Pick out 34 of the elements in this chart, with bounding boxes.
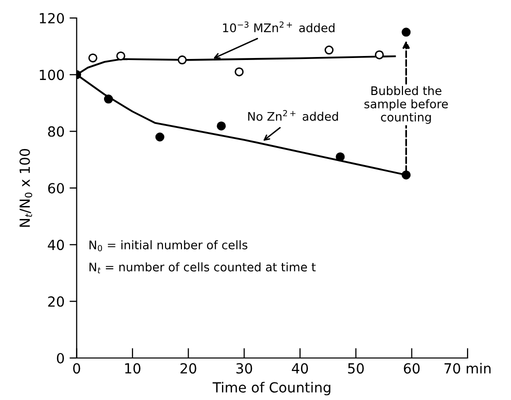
y-tick-label: 0: [56, 352, 64, 364]
x-tick-label: 20: [180, 363, 196, 374]
x-tick-label: 30: [236, 363, 252, 374]
point: [374, 50, 384, 60]
x-tick-label: 10: [125, 363, 140, 374]
annotation: 10$^{−3}$ MZn$^{2+}$ added: [223, 21, 334, 32]
point: [155, 132, 164, 142]
point: [116, 51, 126, 60]
point: [104, 94, 113, 104]
annotation: Bubbled the sample before counting: [364, 86, 448, 124]
y-tick-label: 20: [48, 296, 64, 307]
annotation: N$_{t}$ = number of cells counted at time t: [90, 262, 316, 274]
y-tick-label: 40: [48, 240, 64, 250]
y-tick-label: 60: [48, 182, 64, 194]
point: [216, 121, 226, 130]
y-tick-label: 120: [40, 12, 64, 24]
x-tick-label: 60: [404, 363, 420, 374]
point: [402, 170, 411, 180]
x-axis-title: Time of Counting: [212, 382, 330, 396]
point: [88, 53, 98, 62]
point: [402, 28, 411, 37]
y-tick-label: 100: [40, 70, 64, 80]
x-tick-label: 40: [292, 363, 308, 374]
annotation: No Zn$^{2+}$ added: [248, 110, 338, 121]
point: [324, 46, 334, 55]
x-tick-label: 70 min: [444, 362, 491, 374]
annotation: N$_{0}$ = initial number of cells: [90, 240, 248, 252]
point: [336, 152, 345, 162]
x-tick-label: 50: [348, 363, 364, 374]
point: [178, 55, 187, 64]
point: [234, 67, 244, 76]
y-axis-title: N$_{t}$/N$_{0}$ x 100: [19, 148, 32, 227]
x-tick-label: 0: [73, 363, 80, 374]
y-tick-label: 80: [48, 126, 64, 137]
